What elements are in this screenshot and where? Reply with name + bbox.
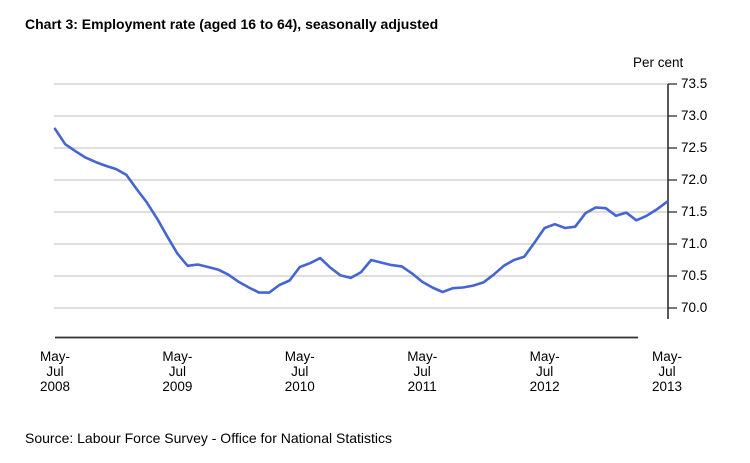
employment-rate-line <box>53 127 669 294</box>
chart-title: Chart 3: Employment rate (aged 16 to 64)… <box>25 16 439 32</box>
y-axis-title: Per cent <box>633 55 684 70</box>
source-note: Source: Labour Force Survey - Office for… <box>25 430 393 446</box>
